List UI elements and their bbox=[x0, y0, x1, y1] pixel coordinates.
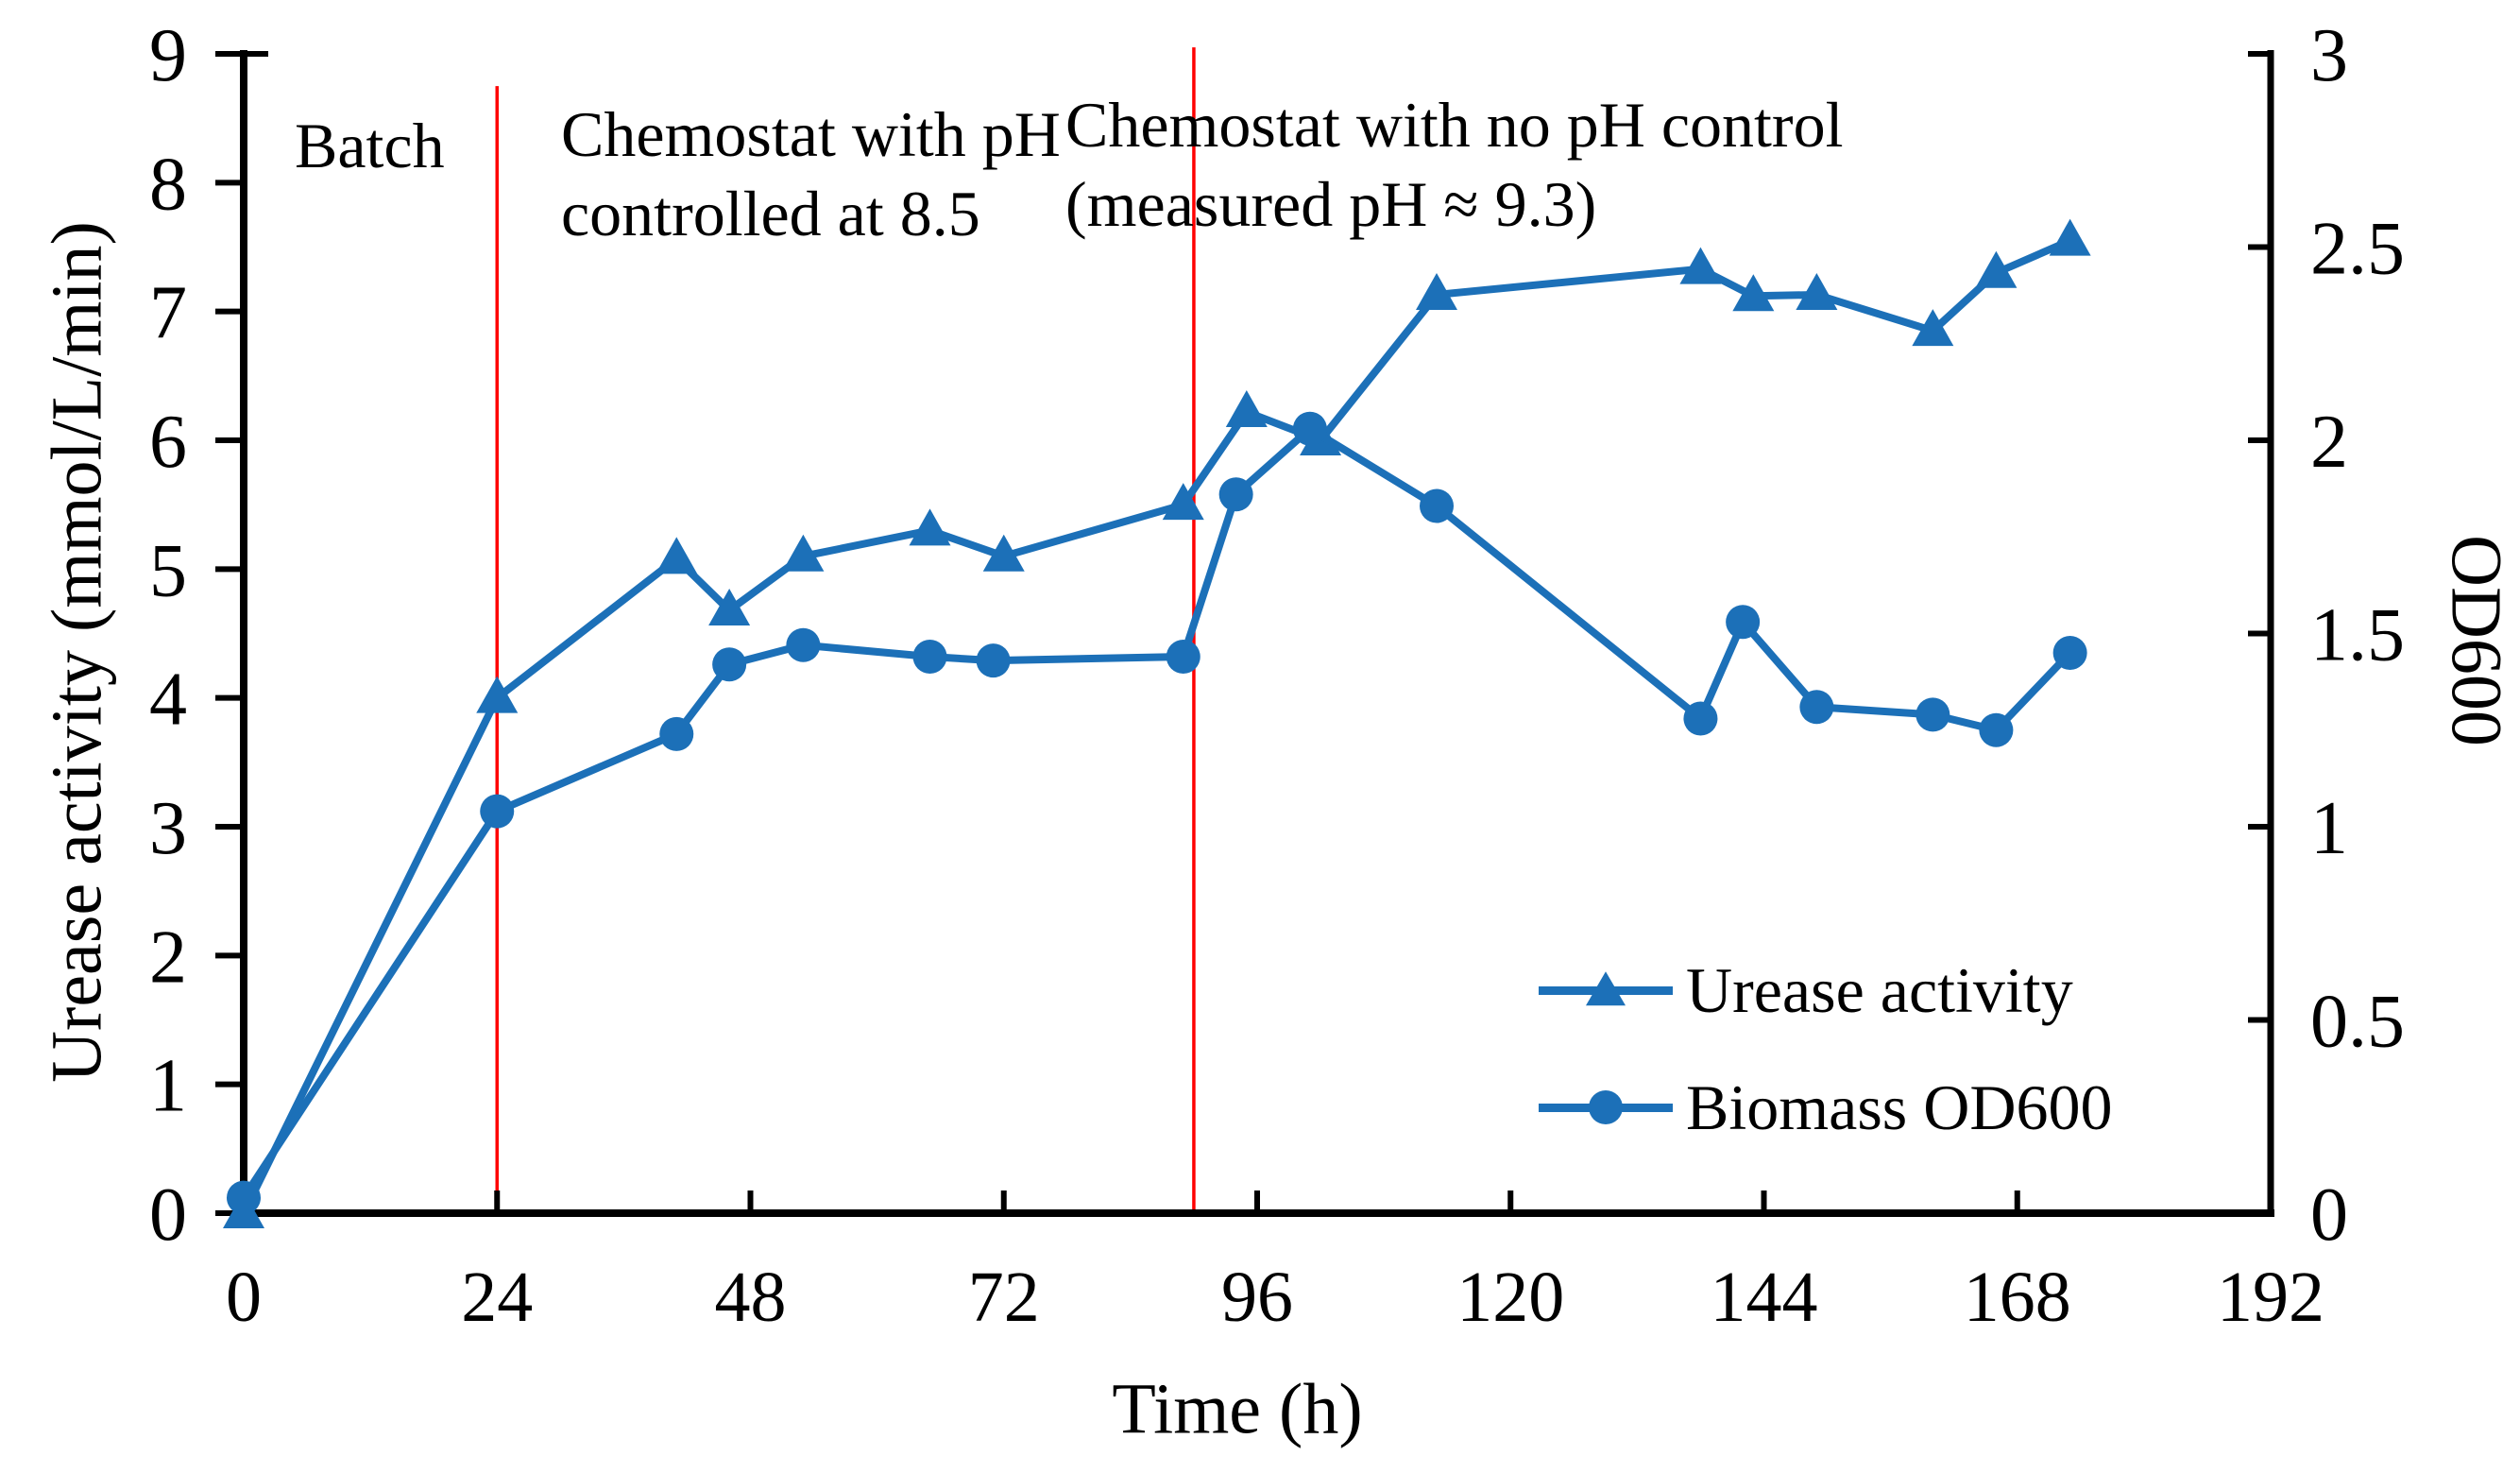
urease-data-marker bbox=[2049, 218, 2091, 256]
urease-data-marker bbox=[1416, 272, 1458, 310]
urease-data-marker bbox=[1732, 274, 1775, 312]
y-right-tick-label: 3 bbox=[2310, 14, 2348, 97]
circle-marker-icon bbox=[1589, 1090, 1623, 1124]
urease-data-marker bbox=[1679, 247, 1722, 284]
annotation-no-ph-control-line2: (measured pH ≈ 9.3) bbox=[1065, 168, 1597, 240]
x-axis-title: Time (h) bbox=[1112, 1369, 1363, 1449]
biomass-data-marker bbox=[976, 643, 1011, 678]
y-left-tick-label: 9 bbox=[149, 14, 187, 97]
y-left-tick-label: 8 bbox=[149, 143, 187, 226]
urease-data-marker bbox=[1162, 483, 1204, 521]
biomass-data-marker bbox=[1166, 640, 1200, 675]
x-tick-label: 96 bbox=[1221, 1258, 1293, 1337]
annotation-no-ph-control-line1: Chemostat with no pH control bbox=[1065, 89, 1844, 161]
y-axis-right-title: OD600 bbox=[2436, 535, 2516, 746]
biomass-data-marker bbox=[1799, 690, 1834, 725]
x-tick-label: 24 bbox=[461, 1258, 533, 1337]
x-tick-label: 144 bbox=[1711, 1258, 1818, 1337]
y-left-tick-label: 2 bbox=[149, 916, 187, 999]
y-left-tick-label: 1 bbox=[149, 1045, 187, 1128]
x-tick-label: 0 bbox=[226, 1258, 262, 1337]
biomass-data-marker bbox=[712, 647, 747, 682]
y-right-tick-label: 0 bbox=[2310, 1173, 2348, 1257]
y-left-tick-label: 4 bbox=[149, 659, 187, 742]
legend-line-urease bbox=[1539, 971, 1673, 1006]
biomass-data-marker bbox=[786, 627, 821, 662]
annotation-ph-controlled-line2: controlled at 8.5 bbox=[561, 178, 980, 249]
annotation-no-ph-control: Chemostat with no pH control (measured p… bbox=[1065, 85, 1843, 244]
x-tick-label: 168 bbox=[1964, 1258, 2071, 1337]
annotation-ph-controlled: Chemostat with pH controlled at 8.5 bbox=[561, 94, 1061, 253]
x-tick-label: 72 bbox=[968, 1258, 1040, 1337]
biomass-data-marker bbox=[2052, 635, 2087, 670]
y-left-tick-label: 5 bbox=[149, 529, 187, 612]
biomass-data-marker bbox=[659, 716, 694, 751]
urease-data-marker bbox=[476, 676, 519, 713]
biomass-data-marker bbox=[480, 794, 515, 829]
legend-label-biomass: Biomass OD600 bbox=[1686, 1070, 2113, 1143]
series-biomass-od600 bbox=[227, 411, 2087, 1215]
biomass-data-marker bbox=[912, 640, 947, 675]
y-right-tick-label: 0.5 bbox=[2310, 981, 2405, 1064]
annotation-ph-controlled-line1: Chemostat with pH bbox=[561, 98, 1061, 170]
legend-line-biomass bbox=[1539, 1090, 1673, 1124]
urease-data-marker bbox=[909, 508, 951, 546]
biomass-data-marker bbox=[1683, 701, 1718, 736]
biomass-data-marker bbox=[1292, 411, 1327, 446]
x-tick-label: 48 bbox=[715, 1258, 787, 1337]
biomass-data-marker bbox=[227, 1180, 261, 1215]
urease-data-marker bbox=[982, 534, 1025, 572]
y-left-tick-label: 3 bbox=[149, 787, 187, 870]
legend-item-biomass-od600: Biomass OD600 bbox=[1539, 1066, 2112, 1149]
urease-data-marker bbox=[1912, 309, 1954, 347]
x-tick-label: 120 bbox=[1456, 1258, 1564, 1337]
y-axis-left-title: Urease activity (mmol/L/min) bbox=[37, 221, 117, 1083]
y-right-tick-label: 1.5 bbox=[2310, 594, 2405, 677]
legend: Urease activity Biomass OD600 bbox=[1539, 949, 2112, 1183]
annotation-batch: Batch bbox=[295, 110, 445, 181]
y-left-tick-label: 0 bbox=[149, 1173, 187, 1257]
urease-data-marker bbox=[782, 534, 825, 572]
urease-data-marker bbox=[1225, 390, 1268, 428]
biomass-data-marker bbox=[1420, 488, 1455, 523]
biomass-data-marker bbox=[1218, 477, 1253, 512]
y-left-tick-label: 6 bbox=[149, 401, 187, 484]
triangle-marker-icon bbox=[1586, 971, 1626, 1006]
legend-item-urease-activity: Urease activity bbox=[1539, 949, 2112, 1032]
series-urease-activity bbox=[223, 218, 2091, 1228]
y-right-tick-label: 2 bbox=[2310, 401, 2348, 484]
y-left-tick-label: 7 bbox=[149, 272, 187, 355]
biomass-data-marker bbox=[1979, 712, 2014, 747]
y-right-tick-label: 2.5 bbox=[2310, 208, 2405, 291]
urease-data-marker bbox=[656, 537, 698, 574]
urease-data-marker bbox=[1975, 250, 2018, 288]
urease-data-marker bbox=[1796, 272, 1838, 310]
biomass-data-marker bbox=[1916, 697, 1950, 732]
legend-label-urease: Urease activity bbox=[1686, 953, 2073, 1026]
y-right-tick-label: 1 bbox=[2310, 787, 2348, 870]
x-tick-label: 192 bbox=[2217, 1258, 2324, 1337]
urease-data-marker bbox=[708, 588, 751, 625]
biomass-data-marker bbox=[1726, 605, 1761, 640]
